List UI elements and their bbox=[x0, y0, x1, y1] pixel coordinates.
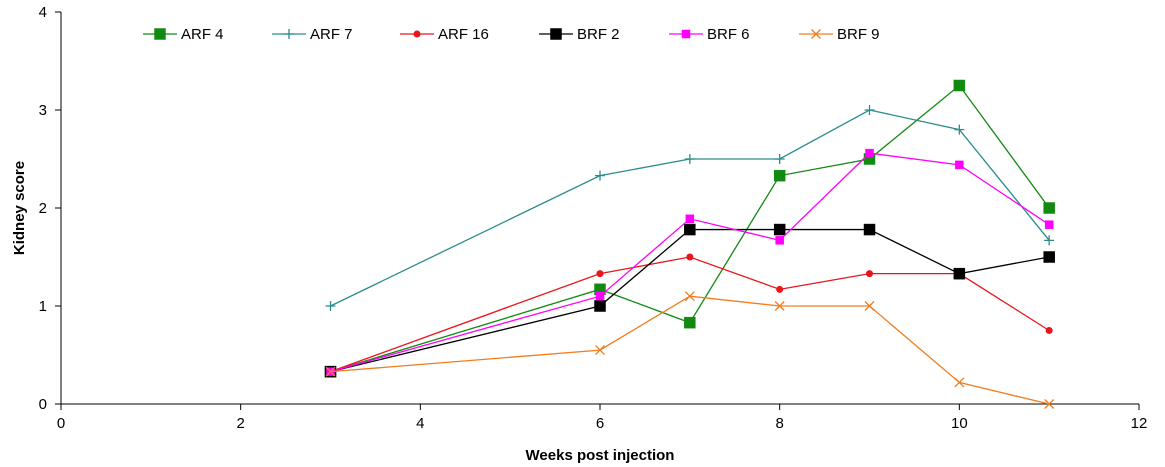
x-axis-title: Weeks post injection bbox=[526, 447, 675, 464]
data-point bbox=[594, 300, 606, 312]
x-tick-label: 10 bbox=[951, 415, 968, 432]
x-tick-label: 4 bbox=[416, 415, 424, 432]
data-point bbox=[865, 148, 874, 158]
legend-label: ARF 7 bbox=[310, 26, 353, 43]
data-point bbox=[1043, 251, 1055, 263]
legend: ARF 4 ARF 7 ARF 16 BRF 2 BRF 6 BRF 9 bbox=[143, 26, 880, 43]
y-axis-title: Kidney score bbox=[11, 161, 28, 255]
data-point bbox=[866, 270, 873, 278]
y-tick-label: 1 bbox=[39, 298, 47, 315]
legend-item: BRF 9 bbox=[799, 26, 880, 43]
data-point bbox=[774, 154, 785, 164]
data-point bbox=[775, 236, 784, 245]
series-line bbox=[330, 109, 1050, 307]
series-line bbox=[330, 228, 1050, 373]
x-tick-label: 6 bbox=[596, 415, 604, 432]
data-point bbox=[1044, 220, 1054, 229]
x-tick-label: 8 bbox=[775, 415, 783, 432]
data-point bbox=[864, 301, 875, 311]
series-arf-7 bbox=[325, 105, 1055, 311]
legend-marker bbox=[413, 30, 421, 38]
legend-item: ARF 16 bbox=[400, 26, 489, 43]
legend-marker bbox=[681, 29, 691, 39]
legend-label: BRF 9 bbox=[837, 26, 880, 43]
data-point bbox=[1044, 399, 1055, 409]
data-point bbox=[686, 253, 694, 261]
data-point bbox=[595, 291, 605, 301]
x-tick-label: 2 bbox=[236, 415, 244, 432]
data-point bbox=[325, 301, 336, 311]
data-point bbox=[954, 377, 965, 388]
legend-item: BRF 2 bbox=[539, 26, 620, 43]
data-point bbox=[684, 154, 695, 164]
legend-label: BRF 6 bbox=[707, 26, 750, 43]
data-point bbox=[684, 316, 696, 329]
data-point bbox=[325, 366, 336, 377]
legend-item: BRF 6 bbox=[669, 26, 750, 43]
series-line bbox=[330, 295, 1050, 405]
y-tick-label: 2 bbox=[39, 200, 47, 217]
y-tick-label: 0 bbox=[39, 396, 47, 413]
series-line bbox=[330, 256, 1050, 373]
series-arf-16 bbox=[327, 253, 1053, 376]
data-point bbox=[953, 267, 966, 280]
data-point bbox=[684, 223, 696, 236]
data-point bbox=[1045, 327, 1053, 334]
legend-item: ARF 4 bbox=[143, 26, 224, 43]
series-brf-9 bbox=[325, 291, 1055, 409]
legend-marker bbox=[811, 29, 821, 39]
data-point bbox=[863, 223, 876, 236]
series-layer bbox=[324, 79, 1055, 409]
data-point bbox=[595, 170, 605, 181]
data-point bbox=[595, 345, 605, 356]
data-point bbox=[774, 301, 785, 311]
series-brf-2 bbox=[324, 223, 1055, 378]
data-point bbox=[953, 79, 966, 92]
legend-label: BRF 2 bbox=[577, 26, 620, 43]
legend-marker bbox=[550, 28, 562, 40]
y-tick-label: 4 bbox=[39, 4, 47, 21]
legend-item: ARF 7 bbox=[272, 26, 353, 43]
data-point bbox=[684, 291, 695, 302]
data-point bbox=[954, 124, 965, 135]
x-tick-label: 12 bbox=[1131, 415, 1148, 432]
data-point bbox=[773, 169, 786, 182]
data-point bbox=[596, 270, 604, 278]
data-point bbox=[776, 285, 784, 293]
data-point bbox=[685, 214, 695, 224]
legend-label: ARF 16 bbox=[438, 26, 489, 43]
data-point bbox=[864, 105, 875, 115]
legend-marker bbox=[154, 28, 166, 40]
x-tick-label: 0 bbox=[57, 415, 65, 432]
data-point bbox=[773, 223, 786, 236]
data-point bbox=[955, 160, 964, 170]
y-tick-label: 3 bbox=[39, 102, 47, 119]
data-point bbox=[1044, 235, 1055, 246]
legend-marker bbox=[284, 29, 294, 39]
legend-label: ARF 4 bbox=[181, 26, 224, 43]
data-point bbox=[1043, 202, 1055, 214]
series-brf-6 bbox=[326, 148, 1054, 376]
